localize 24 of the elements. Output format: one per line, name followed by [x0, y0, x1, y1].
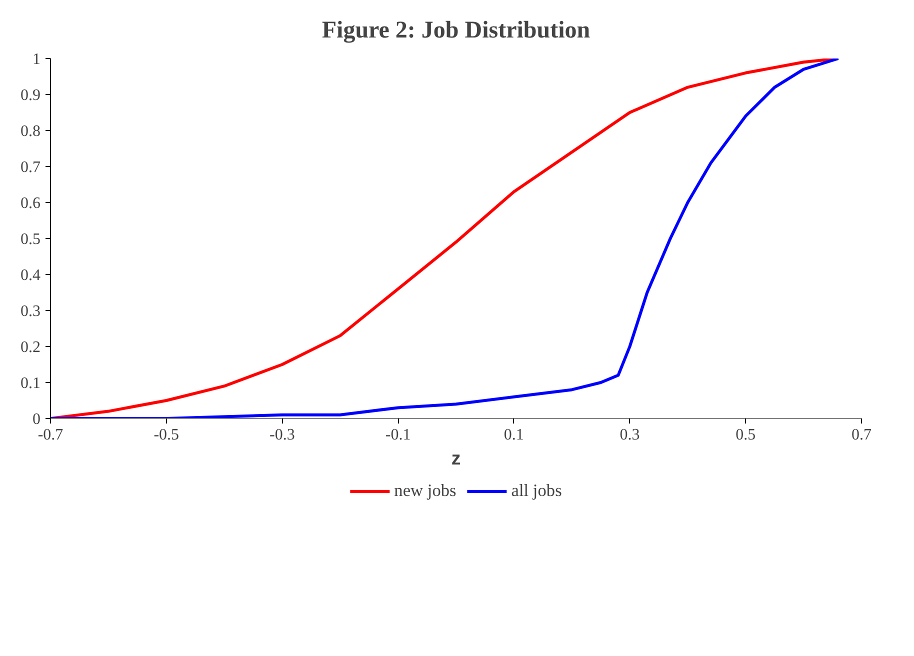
- x-tick-label: 0.3: [620, 426, 640, 444]
- x-tick-label: -0.5: [154, 426, 180, 444]
- chart-title: Figure 2: Job Distribution: [322, 18, 590, 44]
- x-tick-label: 0.7: [852, 426, 872, 444]
- y-tick-label: 0.5: [20, 231, 40, 248]
- y-tick-label: 0.3: [20, 303, 40, 320]
- y-tick-label: 0.6: [20, 195, 40, 212]
- legend-label: all jobs: [511, 481, 562, 501]
- x-tick-label: -0.7: [38, 426, 64, 444]
- y-tick-label: 0: [32, 411, 40, 428]
- x-axis-title: z: [451, 448, 461, 468]
- x-tick-label: 0.5: [736, 426, 756, 444]
- legend-label: new jobs: [394, 481, 456, 501]
- x-tick-label: 0.1: [504, 426, 524, 444]
- y-tick-label: 0.9: [20, 87, 40, 104]
- x-tick-label: -0.3: [270, 426, 295, 444]
- line-series: [50, 58, 840, 418]
- y-tick-label: 1: [32, 51, 40, 68]
- y-tick-label: 0.7: [20, 159, 40, 176]
- x-tick-label: -0.1: [385, 426, 411, 444]
- y-tick-label: 0.4: [20, 267, 40, 284]
- y-tick-label: 0.2: [20, 339, 40, 356]
- y-tick-label: 0.1: [20, 375, 40, 392]
- y-tick-label: 0.8: [20, 123, 40, 140]
